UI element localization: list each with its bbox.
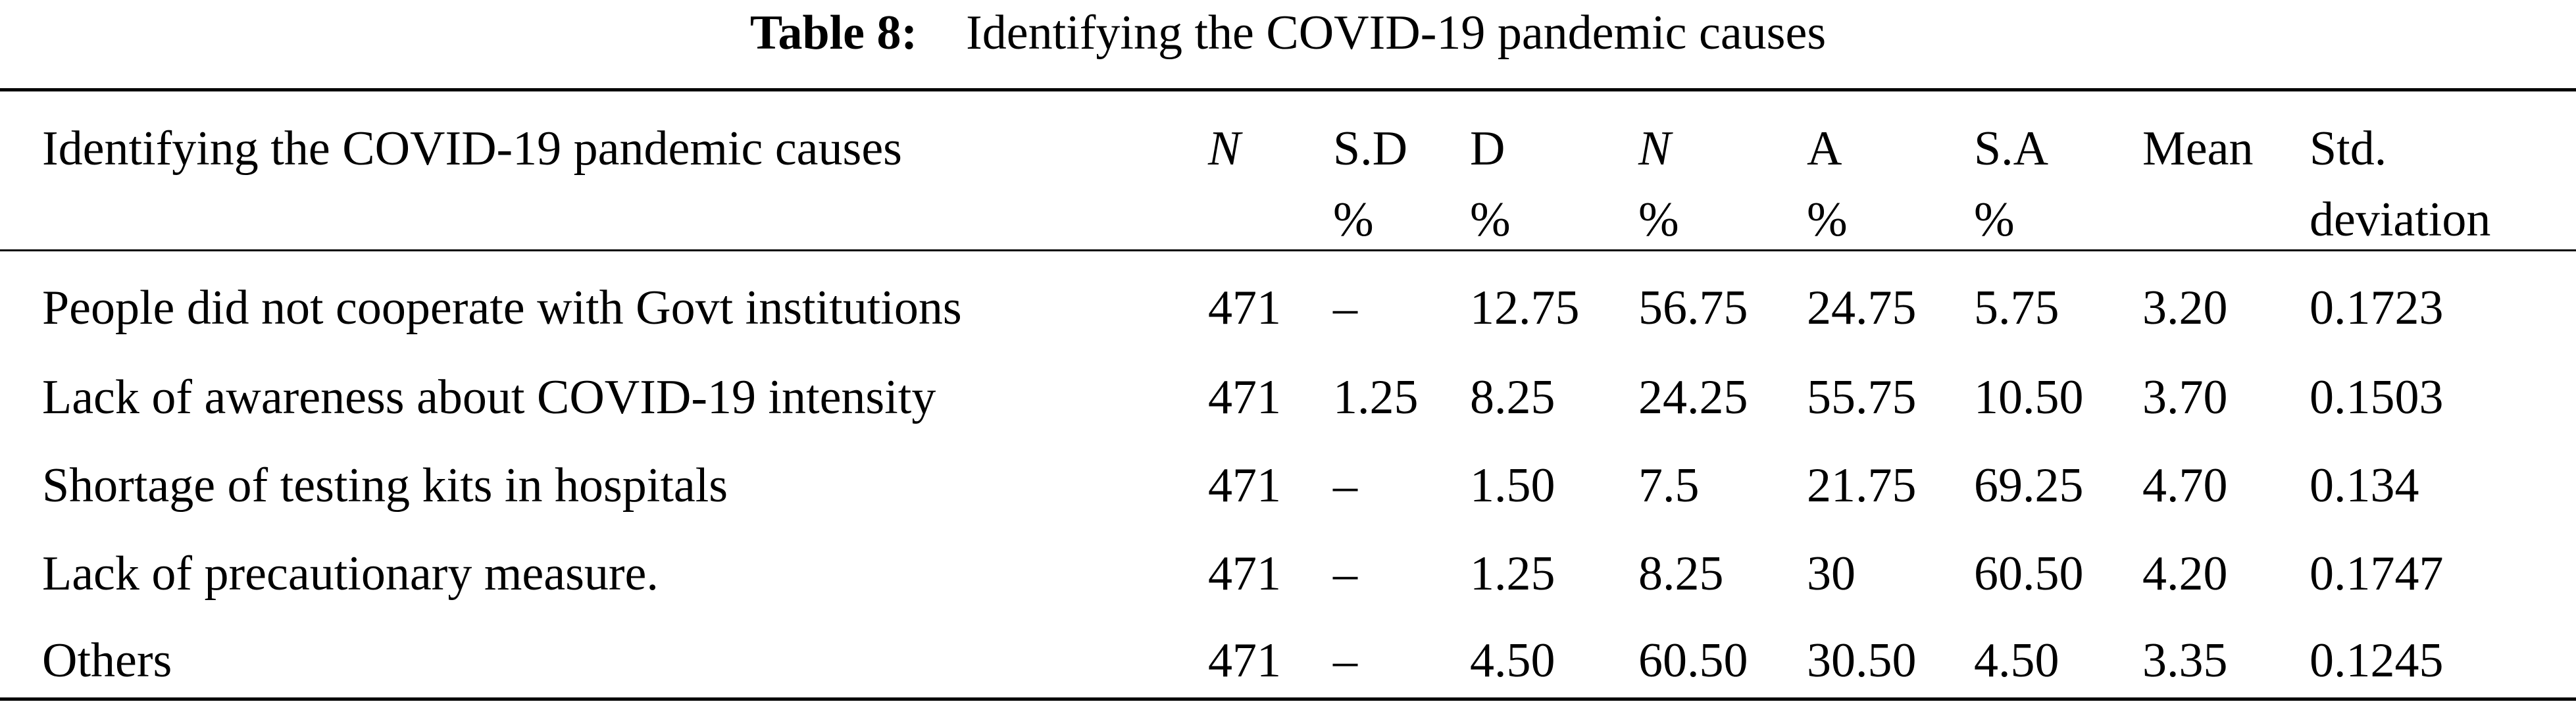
- table-caption-text: Identifying the COVID-19 pandemic causes: [966, 6, 1827, 60]
- row-sd-cell: –: [1333, 634, 1357, 688]
- row-cause-cell: People did not cooperate with Govt insti…: [42, 281, 962, 335]
- row-std-cell: 0.1723: [2310, 281, 2444, 335]
- table-caption-spacer: [930, 6, 954, 60]
- row-d-cell: 12.75: [1470, 281, 1580, 335]
- column-header-disagree: D: [1470, 122, 1505, 176]
- row-sd-cell: –: [1333, 547, 1357, 601]
- row-neutral-cell: 7.5: [1638, 459, 1700, 513]
- row-a-cell: 30: [1807, 547, 1856, 601]
- row-std-cell: 0.1503: [2310, 370, 2444, 424]
- row-cause-cell: Others: [42, 634, 172, 688]
- row-cause-cell: Lack of precautionary measure.: [42, 547, 659, 601]
- table-caption-label: Table 8:: [749, 6, 918, 60]
- row-sd-cell: –: [1333, 281, 1357, 335]
- row-n-cell: 471: [1208, 634, 1281, 688]
- row-sa-cell: 10.50: [1974, 370, 2084, 424]
- row-n-cell: 471: [1208, 370, 1281, 424]
- column-header-strongly-agree: S.A: [1974, 122, 2049, 176]
- column-header-agree: A: [1807, 122, 1842, 176]
- column-header-strongly-agree-unit: %: [1974, 193, 2015, 247]
- column-header-mean: Mean: [2142, 122, 2254, 176]
- column-header-neutral-unit: %: [1638, 193, 1679, 247]
- column-header-strongly-disagree-unit: %: [1333, 193, 1374, 247]
- column-header-agree-unit: %: [1807, 193, 1848, 247]
- row-d-cell: 4.50: [1470, 634, 1555, 688]
- row-mean-cell: 3.35: [2142, 634, 2228, 688]
- table-top-rule: [0, 88, 2576, 91]
- row-d-cell: 1.50: [1470, 459, 1555, 513]
- table-bottom-rule: [0, 697, 2576, 701]
- row-std-cell: 0.1747: [2310, 547, 2444, 601]
- row-mean-cell: 3.70: [2142, 370, 2228, 424]
- row-std-cell: 0.134: [2310, 459, 2419, 513]
- row-neutral-cell: 24.25: [1638, 370, 1748, 424]
- row-n-cell: 471: [1208, 281, 1281, 335]
- row-sd-cell: –: [1333, 459, 1357, 513]
- row-n-cell: 471: [1208, 459, 1281, 513]
- row-sa-cell: 4.50: [1974, 634, 2059, 688]
- row-sa-cell: 60.50: [1974, 547, 2084, 601]
- column-header-neutral: N: [1638, 122, 1671, 176]
- row-sd-cell: 1.25: [1333, 370, 1419, 424]
- row-a-cell: 30.50: [1807, 634, 1917, 688]
- row-sa-cell: 69.25: [1974, 459, 2084, 513]
- row-a-cell: 21.75: [1807, 459, 1917, 513]
- row-n-cell: 471: [1208, 547, 1281, 601]
- row-std-cell: 0.1245: [2310, 634, 2444, 688]
- row-mean-cell: 4.20: [2142, 547, 2228, 601]
- column-header-std-line2: deviation: [2310, 193, 2491, 247]
- row-neutral-cell: 8.25: [1638, 547, 1724, 601]
- table-header-rule: [0, 249, 2576, 251]
- row-neutral-cell: 60.50: [1638, 634, 1748, 688]
- row-mean-cell: 3.20: [2142, 281, 2228, 335]
- row-d-cell: 8.25: [1470, 370, 1555, 424]
- row-a-cell: 24.75: [1807, 281, 1917, 335]
- column-header-strongly-disagree: S.D: [1333, 122, 1408, 176]
- row-mean-cell: 4.70: [2142, 459, 2228, 513]
- row-neutral-cell: 56.75: [1638, 281, 1748, 335]
- column-header-n: N: [1208, 122, 1241, 176]
- row-cause-cell: Lack of awareness about COVID-19 intensi…: [42, 370, 936, 424]
- row-sa-cell: 5.75: [1974, 281, 2059, 335]
- table-caption: Table 8: Identifying the COVID-19 pandem…: [0, 0, 2576, 74]
- column-header-cause: Identifying the COVID-19 pandemic causes: [42, 122, 902, 176]
- row-a-cell: 55.75: [1807, 370, 1917, 424]
- row-d-cell: 1.25: [1470, 547, 1555, 601]
- row-cause-cell: Shortage of testing kits in hospitals: [42, 459, 728, 513]
- column-header-std: Std.: [2310, 122, 2387, 176]
- column-header-disagree-unit: %: [1470, 193, 1511, 247]
